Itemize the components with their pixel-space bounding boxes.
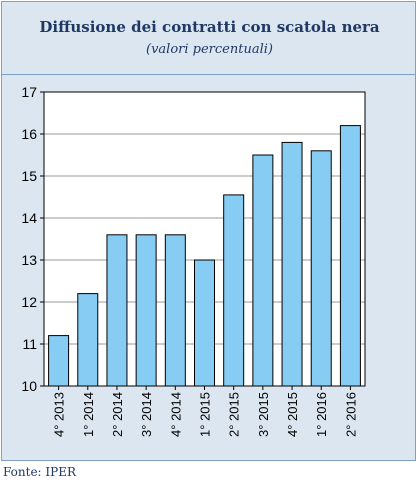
y-tick-label: 12 — [21, 294, 37, 310]
bar — [135, 234, 157, 387]
bar — [252, 154, 274, 387]
x-tick-label: 4° 2013 — [52, 392, 67, 437]
x-tick-label: 3° 2014 — [139, 392, 154, 437]
x-tick-label: 1° 2015 — [198, 392, 213, 437]
y-tick-label: 13 — [21, 252, 37, 268]
x-tick-label: 4° 2015 — [285, 392, 300, 437]
x-tick-label: 3° 2015 — [256, 392, 271, 437]
y-tick-label: 10 — [21, 378, 37, 394]
header-divider — [1, 74, 416, 75]
bar — [77, 293, 99, 387]
bar — [106, 234, 128, 387]
chart-title: Diffusione dei contratti con scatola ner… — [39, 18, 380, 36]
x-tick-label: 4° 2014 — [168, 392, 183, 437]
y-tick-label: 14 — [21, 210, 37, 226]
bar — [310, 150, 332, 387]
x-tick-label: 2° 2014 — [110, 392, 125, 437]
bar — [223, 194, 245, 387]
y-tick-label: 17 — [21, 84, 37, 100]
x-tick-label: 1° 2016 — [314, 392, 329, 437]
x-tick-label: 2° 2015 — [227, 392, 242, 437]
bar — [48, 335, 70, 387]
y-tick-label: 15 — [21, 168, 37, 184]
bar — [281, 141, 303, 387]
y-tick-label: 16 — [21, 126, 37, 142]
bar — [194, 259, 215, 387]
chart-subtitle: (valori percentuali) — [146, 42, 273, 57]
bar — [164, 234, 186, 387]
y-tick-label: 11 — [22, 336, 37, 352]
bar — [339, 125, 361, 387]
x-tick-label: 1° 2014 — [81, 392, 96, 437]
x-tick-label: 2° 2016 — [343, 392, 358, 437]
source-note: Fonte: IPER — [3, 465, 77, 479]
